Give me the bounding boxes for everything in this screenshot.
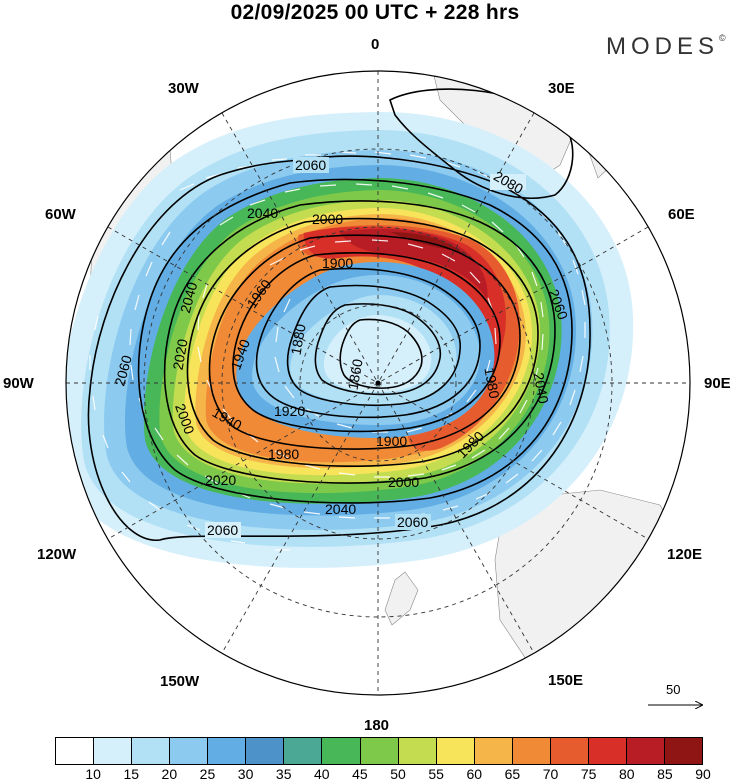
lon-label-30w: 30W: [168, 80, 199, 97]
colorbar-swatch: [94, 738, 133, 764]
contour-label-2020-left: 2020: [170, 338, 191, 372]
colorbar-tick-label: 25: [199, 766, 216, 782]
colorbar-swatch: [588, 738, 627, 764]
lon-label-0: 0: [371, 36, 380, 53]
contour-label-1860: 1860: [345, 358, 366, 392]
brand-logo: MODES©: [606, 33, 726, 61]
colorbar-swatch: [665, 738, 703, 764]
colorbar-tick-label: 50: [390, 766, 406, 782]
colorbar-swatch: [322, 738, 361, 764]
chart-title: 02/09/2025 00 UTC + 228 hrs: [230, 1, 520, 24]
colorbar: [55, 737, 703, 765]
colorbar-tick-label: 65: [504, 766, 521, 782]
colorbar-swatch: [550, 738, 589, 764]
colorbar-swatch: [436, 738, 475, 764]
contour-label-2000-bottom: 2000: [388, 474, 419, 490]
colorbar-swatch: [360, 738, 399, 764]
lon-label-30e: 30E: [548, 80, 575, 97]
contour-label-2040-bottom: 2040: [325, 501, 356, 517]
wind-vectors: [89, 151, 586, 551]
colorbar-tick-label: 15: [123, 766, 140, 782]
contour-label-1900-top: 1900: [322, 255, 353, 271]
contour-label-1920: 1920: [274, 403, 305, 419]
colorbar-swatch: [626, 738, 665, 764]
colorbar-tick-label: 70: [542, 766, 559, 782]
south-pole-marker: [375, 380, 381, 386]
contour-label-2000-top: 2000: [312, 211, 343, 227]
colorbar-tick-label: 45: [352, 766, 368, 782]
contour-label-2060-bottom: 2060: [397, 514, 428, 530]
lon-label-120e: 120E: [667, 546, 703, 563]
contour-label-1900-bottom: 1900: [376, 433, 407, 449]
lon-label-150e: 150E: [548, 672, 584, 689]
contour-label-2040-right: 2040: [531, 371, 552, 405]
colorbar-swatch: [56, 738, 95, 764]
wind-scale-label: 50: [666, 682, 681, 697]
lon-label-180: 180: [364, 717, 390, 734]
colorbar-swatch: [246, 738, 285, 764]
contour-label-2060-left: 2060: [111, 353, 135, 387]
contour-label-1880: 1880: [288, 323, 309, 357]
colorbar-swatch: [398, 738, 437, 764]
colorbar-tick-label: 75: [580, 766, 597, 782]
lon-label-150w: 150W: [160, 673, 200, 690]
colorbar-swatch: [170, 738, 209, 764]
lon-label-120w: 120W: [37, 546, 77, 563]
colorbar-swatch: [284, 738, 323, 764]
contour-label-1980-bottom: 1980: [268, 446, 299, 462]
colorbar-tick-label: 60: [466, 766, 483, 782]
contour-label-2040-left: 2040: [177, 280, 201, 314]
colorbar-tick-label: 20: [161, 766, 178, 782]
colorbar-tick-label: 80: [618, 766, 635, 782]
colorbar-swatch: [512, 738, 551, 764]
colorbar-tick-label: 55: [428, 766, 444, 782]
lon-label-90w: 90W: [3, 375, 34, 392]
new-zealand-landmass: [384, 571, 419, 626]
colorbar-swatch: [208, 738, 247, 764]
colorbar-tick-label: 35: [275, 766, 292, 782]
map-boundary: [65, 70, 691, 696]
contour-label-2060-top: 2060: [295, 157, 326, 173]
colorbar-swatch: [474, 738, 513, 764]
contour-label-1980-right: 1980: [481, 366, 502, 400]
lon-label-90e: 90E: [704, 375, 731, 392]
colorbar-tick-label: 30: [237, 766, 254, 782]
colorbar-swatch: [132, 738, 171, 764]
brand-copyright-mark: ©: [719, 33, 726, 43]
height-contours: [87, 88, 591, 541]
colorbar-tick-label: 85: [657, 766, 673, 782]
contour-label-2060-bottom-left: 2060: [207, 522, 238, 538]
lon-label-60w: 60W: [45, 206, 76, 223]
contour-label-2040-top: 2040: [247, 205, 278, 221]
lon-label-60e: 60E: [668, 206, 695, 223]
brand-name: MODES: [606, 33, 720, 60]
contour-label-2020-bottom: 2020: [205, 472, 236, 488]
colorbar-tick-label: 10: [85, 766, 101, 782]
colorbar-tick-label: 90: [695, 766, 711, 782]
colorbar-tick-label: 40: [314, 766, 330, 782]
colorbar-labels: 10 15 20 25 30 35 40 45 50 55 60 65 70 75 80 85 90: [0, 766, 750, 782]
